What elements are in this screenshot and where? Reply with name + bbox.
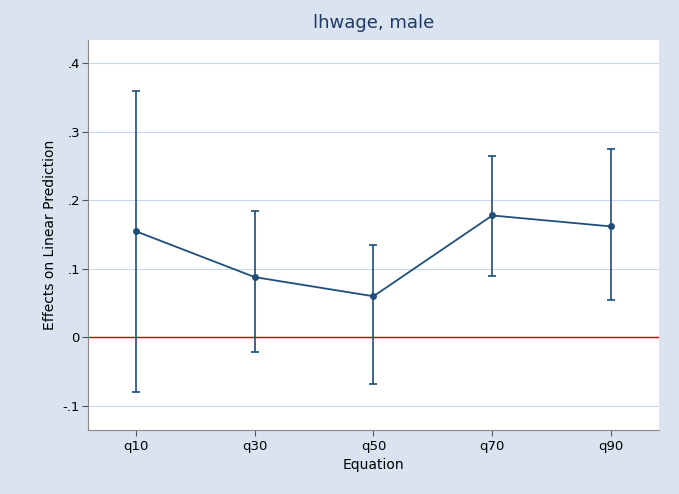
Y-axis label: Effects on Linear Prediction: Effects on Linear Prediction — [43, 139, 57, 330]
X-axis label: Equation: Equation — [343, 458, 404, 472]
Title: lhwage, male: lhwage, male — [313, 14, 434, 33]
